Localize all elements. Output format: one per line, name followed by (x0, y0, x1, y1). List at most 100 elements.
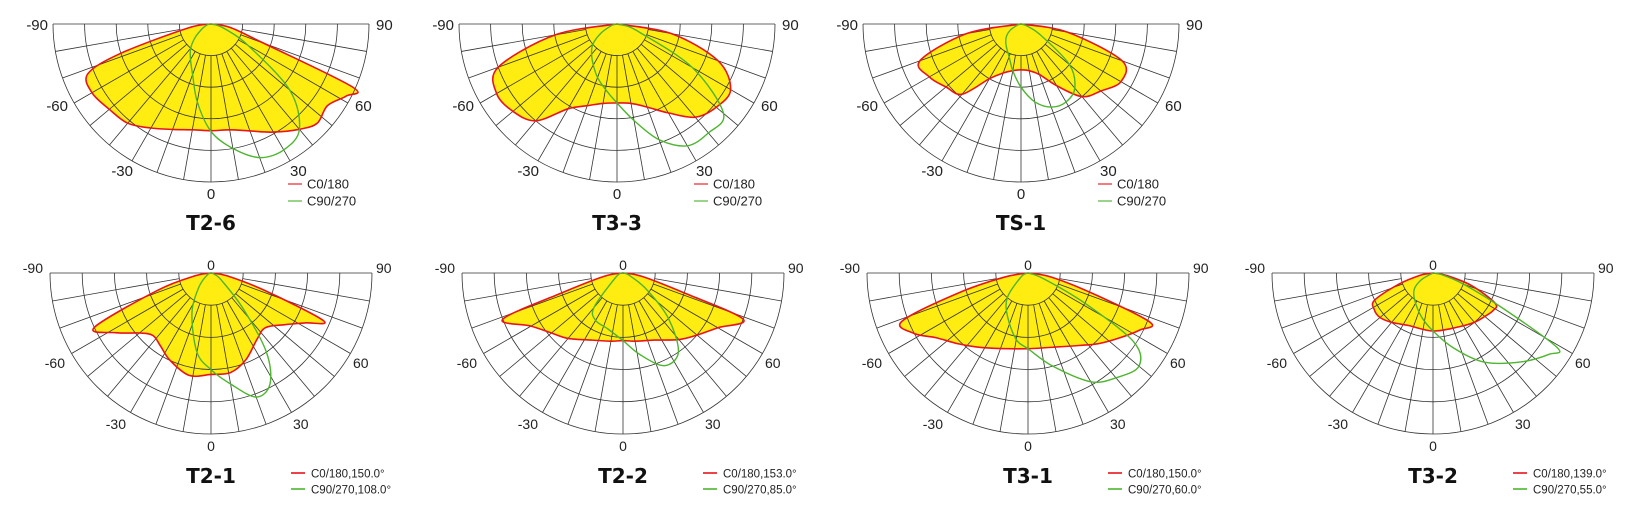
polar-chart-t2-6: -90 90 -60 60 -30 30 0 T2-6 C0/180 C90/270 (26, 17, 392, 235)
angle-label-bottom0: 0 (207, 438, 215, 454)
grid-radial-line (1453, 297, 1537, 397)
grid-radial-line (1059, 278, 1187, 302)
grid-radial-line (872, 34, 992, 79)
legend: C0/180 C90/270 (694, 177, 762, 209)
series-line-c90-270 (1005, 272, 1142, 384)
legend-label: C0/180,139.0° (1533, 469, 1607, 481)
polar-chart-t3-1: 0 -90 90 -60 60 -30 30 0 T3-1 C0/180,150.0° C90/27… (840, 257, 1209, 497)
grid-radial-line (242, 278, 370, 302)
grid-radial-line (471, 283, 593, 329)
grid-radial-line (234, 44, 333, 126)
grid-radial-line (1055, 288, 1168, 354)
grid-radial-line (644, 39, 755, 104)
grid-radial-line (182, 304, 206, 432)
grid-radial-line (235, 293, 335, 377)
grid-radial-line (519, 297, 603, 397)
grid-radial-line (1281, 283, 1403, 329)
chart-title: T3-2 (1408, 464, 1458, 488)
angle-label-bottom0: 0 (619, 438, 627, 454)
series-line-c0-180 (85, 23, 359, 133)
grid-radial-line (919, 47, 1001, 146)
angle-label-right60: 60 (1165, 98, 1182, 115)
grid-radial-line (637, 47, 719, 146)
grid-radial-line (59, 283, 181, 329)
grid-radial-line (1460, 288, 1573, 354)
grid-radial-line (55, 29, 180, 52)
grid-radial-line (646, 34, 766, 79)
grid-radial-line (1052, 293, 1152, 377)
angle-label-left30: -30 (1328, 416, 1348, 432)
angle-label-bottom0: 0 (1429, 438, 1437, 454)
grid-radial-line (1050, 34, 1170, 79)
angle-label-bottom0: 0 (207, 186, 215, 203)
series-line-c0-180 (92, 272, 326, 378)
grid-radial-line (483, 288, 596, 354)
polar-chart-ts-1: -90 90 -60 60 -30 30 0 TS-1 C0/180 C90/270 (836, 17, 1202, 235)
angle-label-right30: 30 (705, 416, 721, 432)
angle-label-left60: -60 (457, 355, 477, 371)
legend-label: C90/270,108.0° (311, 485, 391, 497)
angle-label-left90: -90 (432, 17, 454, 34)
legend-label: C90/270 (713, 194, 762, 209)
legend-label: C90/270,85.0° (723, 485, 797, 497)
grid-radial-line (562, 53, 607, 173)
grid-radial-line (888, 288, 1001, 354)
grid-radial-line (1048, 297, 1132, 397)
angle-label-right30: 30 (696, 163, 713, 180)
grid-radial-line (650, 288, 763, 354)
grid-radial-line (899, 44, 998, 126)
angle-label-right30: 30 (293, 416, 309, 432)
angle-label-left30: -30 (111, 163, 133, 180)
angle-label-bottom0: 0 (1024, 438, 1032, 454)
angle-label-right60: 60 (355, 98, 372, 115)
series-line-c90-270 (189, 23, 301, 159)
chart-title: T3-1 (1003, 464, 1053, 488)
angle-label-left60: -60 (1267, 355, 1287, 371)
legend: C0/180 C90/270 (1098, 177, 1166, 209)
legend-label: C90/270 (1117, 194, 1166, 209)
legend-label: C90/270 (307, 194, 356, 209)
angle-label-right90: 90 (376, 17, 393, 34)
grid-radial-line (238, 39, 349, 104)
legend: C0/180,150.0° C90/270,60.0° (1108, 469, 1202, 497)
polar-grid (461, 272, 785, 435)
grid-radial-line (499, 293, 599, 377)
grid-radial-line (638, 300, 704, 413)
angle-label-left60: -60 (45, 355, 65, 371)
grid-radial-line (87, 293, 187, 377)
grid-radial-line (640, 44, 739, 126)
angle-label-top0: 0 (1429, 257, 1437, 273)
legend: C0/180 C90/270 (288, 177, 356, 209)
grid-radial-line (241, 283, 363, 329)
series-line-c0-180 (917, 23, 1128, 98)
legend: C0/180,153.0° C90/270,85.0° (703, 469, 797, 497)
grid-radial-line (221, 53, 266, 173)
angle-label-top0: 0 (207, 257, 215, 273)
angle-label-right90: 90 (376, 260, 392, 276)
angle-label-right30: 30 (1100, 163, 1117, 180)
series-line-c90-270 (1412, 272, 1561, 365)
angle-label-right60: 60 (1170, 355, 1186, 371)
grid-radial-line (242, 29, 367, 52)
polar-chart-t3-3: -90 90 -60 60 -30 30 0 T3-3 C0/180 C90/270 (432, 17, 798, 235)
angle-label-left30: -30 (921, 163, 943, 180)
polar-chart-t2-1: 0 -90 90 -60 60 -30 30 0 T2-1 C0/180,150.0° C90/27… (23, 257, 392, 497)
grid-radial-line (567, 303, 613, 425)
chart-title: T2-6 (186, 211, 236, 235)
grid-radial-line (461, 29, 586, 52)
grid-radial-line (1377, 303, 1423, 425)
angle-label-left30: -30 (517, 163, 539, 180)
angle-label-bottom0: 0 (613, 186, 621, 203)
grid-radial-line (594, 304, 618, 432)
angle-label-left90: -90 (1245, 260, 1265, 276)
grid-radial-line (1404, 304, 1428, 432)
grid-radial-line (1448, 300, 1514, 413)
legend: C0/180,139.0° C90/270,55.0° (1513, 469, 1607, 497)
angle-label-left30: -30 (106, 416, 126, 432)
grid-radial-line (1309, 293, 1409, 377)
angle-label-right30: 30 (1110, 416, 1126, 432)
series-fill-c0-180 (92, 273, 326, 377)
legend-label: C90/270,55.0° (1533, 485, 1607, 497)
grid-radial-line (1443, 303, 1489, 425)
legend-label: C0/180 (307, 177, 349, 192)
